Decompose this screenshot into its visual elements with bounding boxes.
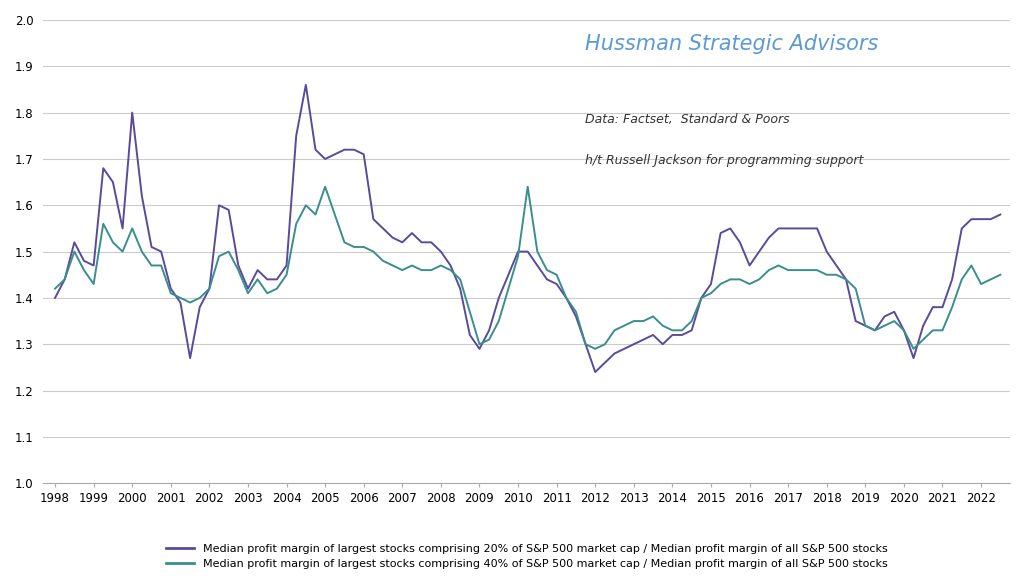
- Text: Hussman Strategic Advisors: Hussman Strategic Advisors: [584, 34, 878, 54]
- Text: h/t Russell Jackson for programming support: h/t Russell Jackson for programming supp…: [584, 154, 863, 167]
- Text: Data: Factset,  Standard & Poors: Data: Factset, Standard & Poors: [584, 113, 789, 125]
- Legend: Median profit margin of largest stocks comprising 20% of S&P 500 market cap / Me: Median profit margin of largest stocks c…: [162, 540, 892, 573]
